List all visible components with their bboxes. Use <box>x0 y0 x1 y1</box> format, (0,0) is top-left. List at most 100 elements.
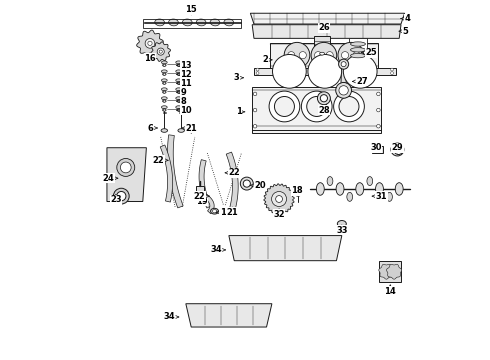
Circle shape <box>288 51 295 59</box>
Ellipse shape <box>176 106 181 109</box>
Ellipse shape <box>211 208 219 214</box>
Polygon shape <box>254 68 395 75</box>
Circle shape <box>339 59 349 69</box>
Ellipse shape <box>177 91 180 93</box>
Polygon shape <box>210 19 220 26</box>
Ellipse shape <box>177 109 180 111</box>
Text: 11: 11 <box>177 79 192 88</box>
Circle shape <box>311 42 337 68</box>
Polygon shape <box>270 42 378 68</box>
Ellipse shape <box>212 210 217 213</box>
Ellipse shape <box>163 82 166 84</box>
Polygon shape <box>387 264 402 279</box>
Circle shape <box>177 73 180 75</box>
Circle shape <box>163 73 166 75</box>
Text: 29: 29 <box>392 143 403 153</box>
Circle shape <box>353 51 360 59</box>
Polygon shape <box>349 38 368 62</box>
Circle shape <box>163 82 166 84</box>
Circle shape <box>318 92 330 105</box>
Ellipse shape <box>163 73 166 75</box>
Text: 9: 9 <box>177 87 186 96</box>
Text: 24: 24 <box>102 174 118 183</box>
Circle shape <box>253 92 257 96</box>
Text: 32: 32 <box>273 209 285 219</box>
Circle shape <box>294 189 302 196</box>
Ellipse shape <box>176 88 181 91</box>
Ellipse shape <box>336 183 344 195</box>
Circle shape <box>375 147 381 152</box>
Circle shape <box>256 68 259 71</box>
Circle shape <box>272 54 306 88</box>
Polygon shape <box>252 87 381 134</box>
Circle shape <box>377 125 380 128</box>
Circle shape <box>308 54 342 88</box>
Circle shape <box>391 143 404 156</box>
Circle shape <box>334 91 365 122</box>
Circle shape <box>145 39 155 48</box>
Text: 22: 22 <box>225 168 241 177</box>
Ellipse shape <box>327 177 333 185</box>
Ellipse shape <box>356 183 364 195</box>
Circle shape <box>343 54 377 88</box>
Text: 34: 34 <box>210 246 225 255</box>
Text: 33: 33 <box>336 225 347 235</box>
Circle shape <box>117 192 126 201</box>
Ellipse shape <box>350 42 366 46</box>
Polygon shape <box>169 19 178 26</box>
Circle shape <box>177 109 180 111</box>
Circle shape <box>336 82 351 98</box>
Text: 13: 13 <box>177 61 192 70</box>
Circle shape <box>163 64 166 66</box>
Polygon shape <box>196 19 206 26</box>
Polygon shape <box>372 146 383 153</box>
Circle shape <box>163 100 166 102</box>
Ellipse shape <box>161 97 167 100</box>
Text: 6: 6 <box>147 123 157 132</box>
Polygon shape <box>196 186 204 204</box>
Polygon shape <box>229 235 342 261</box>
Ellipse shape <box>176 97 181 100</box>
Text: 2: 2 <box>263 55 272 64</box>
Ellipse shape <box>163 64 166 66</box>
Circle shape <box>157 48 164 55</box>
Ellipse shape <box>178 129 184 132</box>
Circle shape <box>253 125 257 128</box>
Ellipse shape <box>337 221 346 227</box>
Text: 7: 7 <box>182 123 192 132</box>
Circle shape <box>391 72 393 75</box>
Text: 8: 8 <box>177 96 186 105</box>
Text: 4: 4 <box>401 14 411 23</box>
Circle shape <box>117 158 135 176</box>
Circle shape <box>315 51 322 59</box>
Circle shape <box>177 64 180 66</box>
Text: 23: 23 <box>110 195 122 204</box>
Polygon shape <box>155 19 165 26</box>
Polygon shape <box>252 25 401 39</box>
Polygon shape <box>137 30 163 57</box>
Polygon shape <box>107 148 147 202</box>
Ellipse shape <box>350 54 366 58</box>
Text: 10: 10 <box>177 105 192 114</box>
Circle shape <box>326 51 333 59</box>
Polygon shape <box>204 194 214 214</box>
Ellipse shape <box>176 79 181 82</box>
Ellipse shape <box>161 88 167 91</box>
Ellipse shape <box>161 106 167 109</box>
Text: 17: 17 <box>216 208 231 217</box>
Circle shape <box>253 108 257 112</box>
Ellipse shape <box>350 48 366 52</box>
Ellipse shape <box>161 79 167 82</box>
Circle shape <box>377 92 380 96</box>
Circle shape <box>341 62 346 67</box>
Polygon shape <box>186 304 272 327</box>
Text: 16: 16 <box>144 53 156 63</box>
Ellipse shape <box>163 91 166 93</box>
Polygon shape <box>226 152 238 210</box>
Circle shape <box>269 91 300 122</box>
Ellipse shape <box>395 183 403 195</box>
Polygon shape <box>314 36 330 50</box>
Ellipse shape <box>387 192 392 201</box>
Ellipse shape <box>177 82 180 84</box>
Circle shape <box>177 82 180 84</box>
